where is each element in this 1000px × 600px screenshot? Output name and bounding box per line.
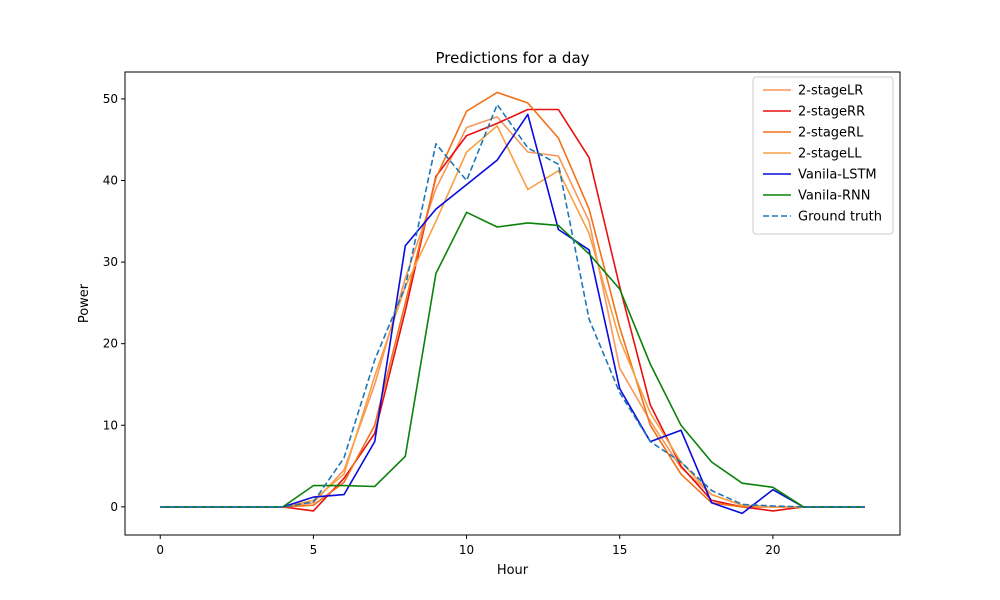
series-line-6 [160, 211, 865, 508]
y-tick-label: 20 [103, 337, 118, 351]
x-tick-label: 15 [612, 543, 627, 557]
y-tick-label: 30 [103, 255, 118, 269]
x-tick-label: 0 [156, 543, 164, 557]
legend: 2-stageLR 2-stageRR 2-stageRL 2-stageLL Vani… [752, 76, 894, 235]
legend-label-2: 2-stageRR [798, 105, 865, 120]
x-tick-label: 5 [310, 543, 318, 557]
y-tick-label: 10 [103, 418, 118, 432]
plot-area-frame [124, 71, 901, 536]
legend-label-5: Vanila-LSTM [798, 168, 877, 183]
legend-label-6: Vanila-RNN [798, 189, 870, 204]
legend-label-4: 2-stageLL [798, 147, 862, 162]
legend-label-1: 2-stageLR [798, 84, 863, 99]
y-tick-label: 0 [110, 500, 118, 514]
legend-label-7: Ground truth [798, 210, 882, 225]
y-tick-label: 50 [103, 92, 118, 106]
y-axis-label: Power [77, 283, 92, 323]
x-axis-label: Hour [497, 563, 529, 578]
x-tick-label: 10 [459, 543, 474, 557]
chart-title: Predictions for a day [435, 49, 589, 67]
legend-label-3: 2-stageRL [798, 126, 864, 141]
x-tick-label: 20 [765, 543, 780, 557]
y-tick-label: 40 [103, 174, 118, 188]
series-line-7 [160, 103, 865, 508]
